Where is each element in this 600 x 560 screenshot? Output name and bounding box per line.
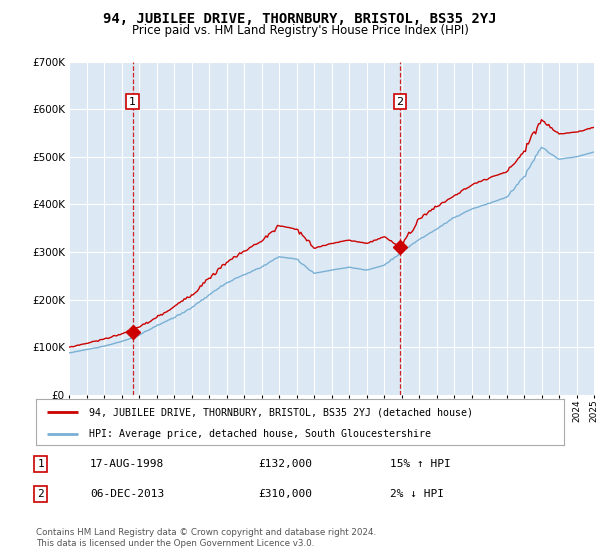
- Text: 2: 2: [37, 489, 44, 499]
- Text: HPI: Average price, detached house, South Gloucestershire: HPI: Average price, detached house, Sout…: [89, 429, 431, 438]
- Text: 94, JUBILEE DRIVE, THORNBURY, BRISTOL, BS35 2YJ: 94, JUBILEE DRIVE, THORNBURY, BRISTOL, B…: [103, 12, 497, 26]
- Text: 94, JUBILEE DRIVE, THORNBURY, BRISTOL, BS35 2YJ (detached house): 94, JUBILEE DRIVE, THORNBURY, BRISTOL, B…: [89, 407, 473, 417]
- Text: 1: 1: [129, 96, 136, 106]
- Text: £132,000: £132,000: [258, 459, 312, 469]
- Text: £310,000: £310,000: [258, 489, 312, 499]
- Text: 15% ↑ HPI: 15% ↑ HPI: [390, 459, 451, 469]
- Text: 2: 2: [397, 96, 404, 106]
- Text: 1: 1: [37, 459, 44, 469]
- Text: 17-AUG-1998: 17-AUG-1998: [90, 459, 164, 469]
- Text: This data is licensed under the Open Government Licence v3.0.: This data is licensed under the Open Gov…: [36, 539, 314, 548]
- Text: 06-DEC-2013: 06-DEC-2013: [90, 489, 164, 499]
- Text: 2% ↓ HPI: 2% ↓ HPI: [390, 489, 444, 499]
- Text: Contains HM Land Registry data © Crown copyright and database right 2024.: Contains HM Land Registry data © Crown c…: [36, 528, 376, 536]
- Text: Price paid vs. HM Land Registry's House Price Index (HPI): Price paid vs. HM Land Registry's House …: [131, 24, 469, 36]
